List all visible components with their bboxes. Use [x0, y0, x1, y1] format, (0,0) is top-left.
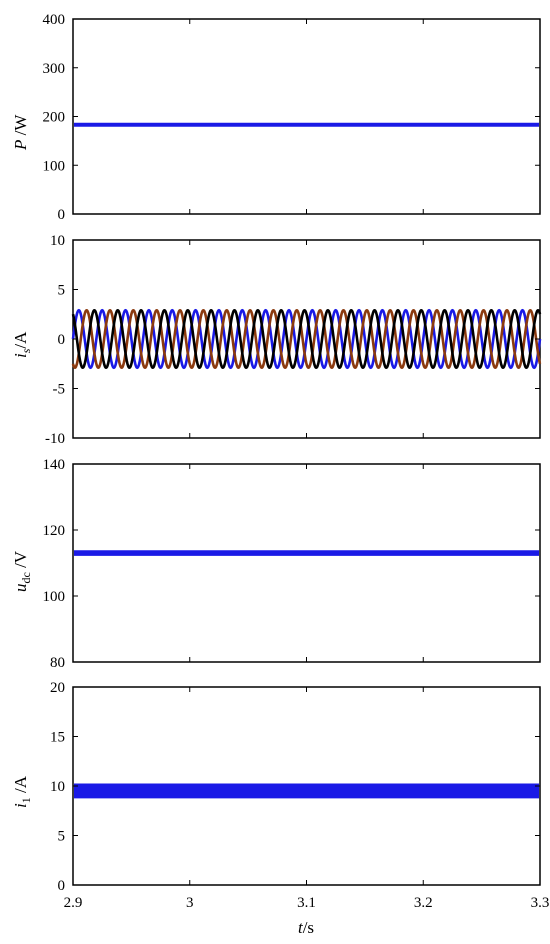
y-tick-label: 0 — [58, 878, 66, 894]
y-tick-label: 5 — [58, 829, 66, 845]
series-line-1 — [71, 308, 542, 370]
panel-power: 0 100 200 300 400 P /W — [11, 12, 541, 223]
y-tick-label: 80 — [50, 655, 65, 671]
y-tick-label: 15 — [50, 730, 65, 746]
y-tick-label: 140 — [43, 457, 66, 473]
y-tick-group: 0 5 10 15 20 — [50, 680, 540, 894]
plot-frame — [72, 463, 541, 663]
x-tick-group: 2.9 3 3.1 3.2 3.3 — [64, 895, 550, 911]
x-tick-label: 3 — [186, 895, 194, 911]
y-axis-label: P /W — [11, 114, 30, 151]
y-tick-label: 10 — [50, 233, 65, 249]
y-tick-label: 0 — [58, 332, 66, 348]
panel-dc-voltage: 80 100 120 140 udc /V — [11, 457, 541, 671]
x-tick-label: 3.2 — [414, 895, 433, 911]
y-axis-label: udc /V — [11, 550, 33, 592]
y-tick-label: 0 — [58, 207, 66, 223]
y-tick-label: 10 — [50, 779, 65, 795]
y-tick-label: 200 — [43, 110, 66, 126]
y-tick-group: 80 100 120 140 — [43, 457, 540, 671]
series-group — [71, 308, 542, 370]
panel-stator-current: -10 -5 0 5 10 is/A — [11, 233, 542, 447]
y-tick-label: 120 — [43, 523, 66, 539]
y-axis-label: is/A — [11, 331, 33, 358]
y-tick-label: -5 — [53, 382, 66, 398]
y-tick-label: 400 — [43, 12, 66, 28]
y-tick-label: 100 — [43, 158, 66, 174]
y-tick-label: 5 — [58, 283, 66, 299]
series-line-2 — [71, 308, 542, 370]
y-tick-group: -10 -5 0 5 10 — [45, 233, 540, 447]
y-tick-label: 300 — [43, 61, 66, 77]
y-tick-label: 100 — [43, 589, 66, 605]
x-tick-label: 2.9 — [64, 895, 83, 911]
panel-line-current: 0 5 10 15 20 2.9 3 3.1 3.2 3.3 i1 /A t/s — [11, 680, 549, 937]
y-tick-group: 0 100 200 300 400 — [43, 12, 540, 223]
x-tick-label: 3.1 — [297, 895, 316, 911]
x-tick-label: 3.3 — [531, 895, 550, 911]
y-tick-label: -10 — [45, 431, 65, 447]
series-line-0 — [71, 308, 542, 370]
plot-frame — [72, 18, 541, 215]
y-tick-label: 20 — [50, 680, 65, 696]
x-axis-label: t/s — [298, 918, 314, 937]
y-axis-label: i1 /A — [11, 775, 33, 808]
